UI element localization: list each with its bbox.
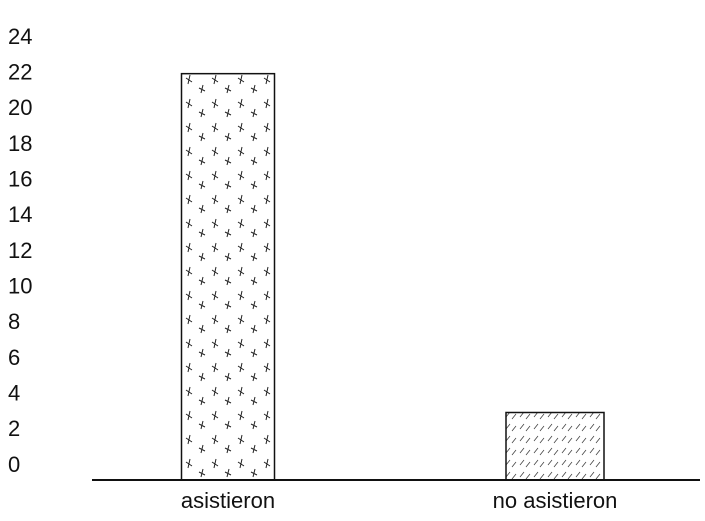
- y-tick-label: 8: [8, 309, 20, 334]
- x-tick-label: asistieron: [181, 488, 275, 513]
- y-tick-label: 14: [8, 202, 32, 227]
- y-tick-label: 10: [8, 273, 32, 298]
- y-tick-label: 18: [8, 131, 32, 156]
- y-tick-label: 6: [8, 345, 20, 370]
- x-tick-label: no asistieron: [493, 488, 618, 513]
- y-tick-label: 16: [8, 166, 32, 191]
- bar: [180, 72, 276, 481]
- y-tick-label: 22: [8, 59, 32, 84]
- y-tick-label: 0: [8, 452, 20, 477]
- y-tick-label: 24: [8, 24, 32, 49]
- bar: [505, 411, 605, 481]
- y-tick-label: 4: [8, 380, 20, 405]
- y-tick-label: 20: [8, 95, 32, 120]
- y-tick-label: 2: [8, 416, 20, 441]
- y-tick-label: 12: [8, 238, 32, 263]
